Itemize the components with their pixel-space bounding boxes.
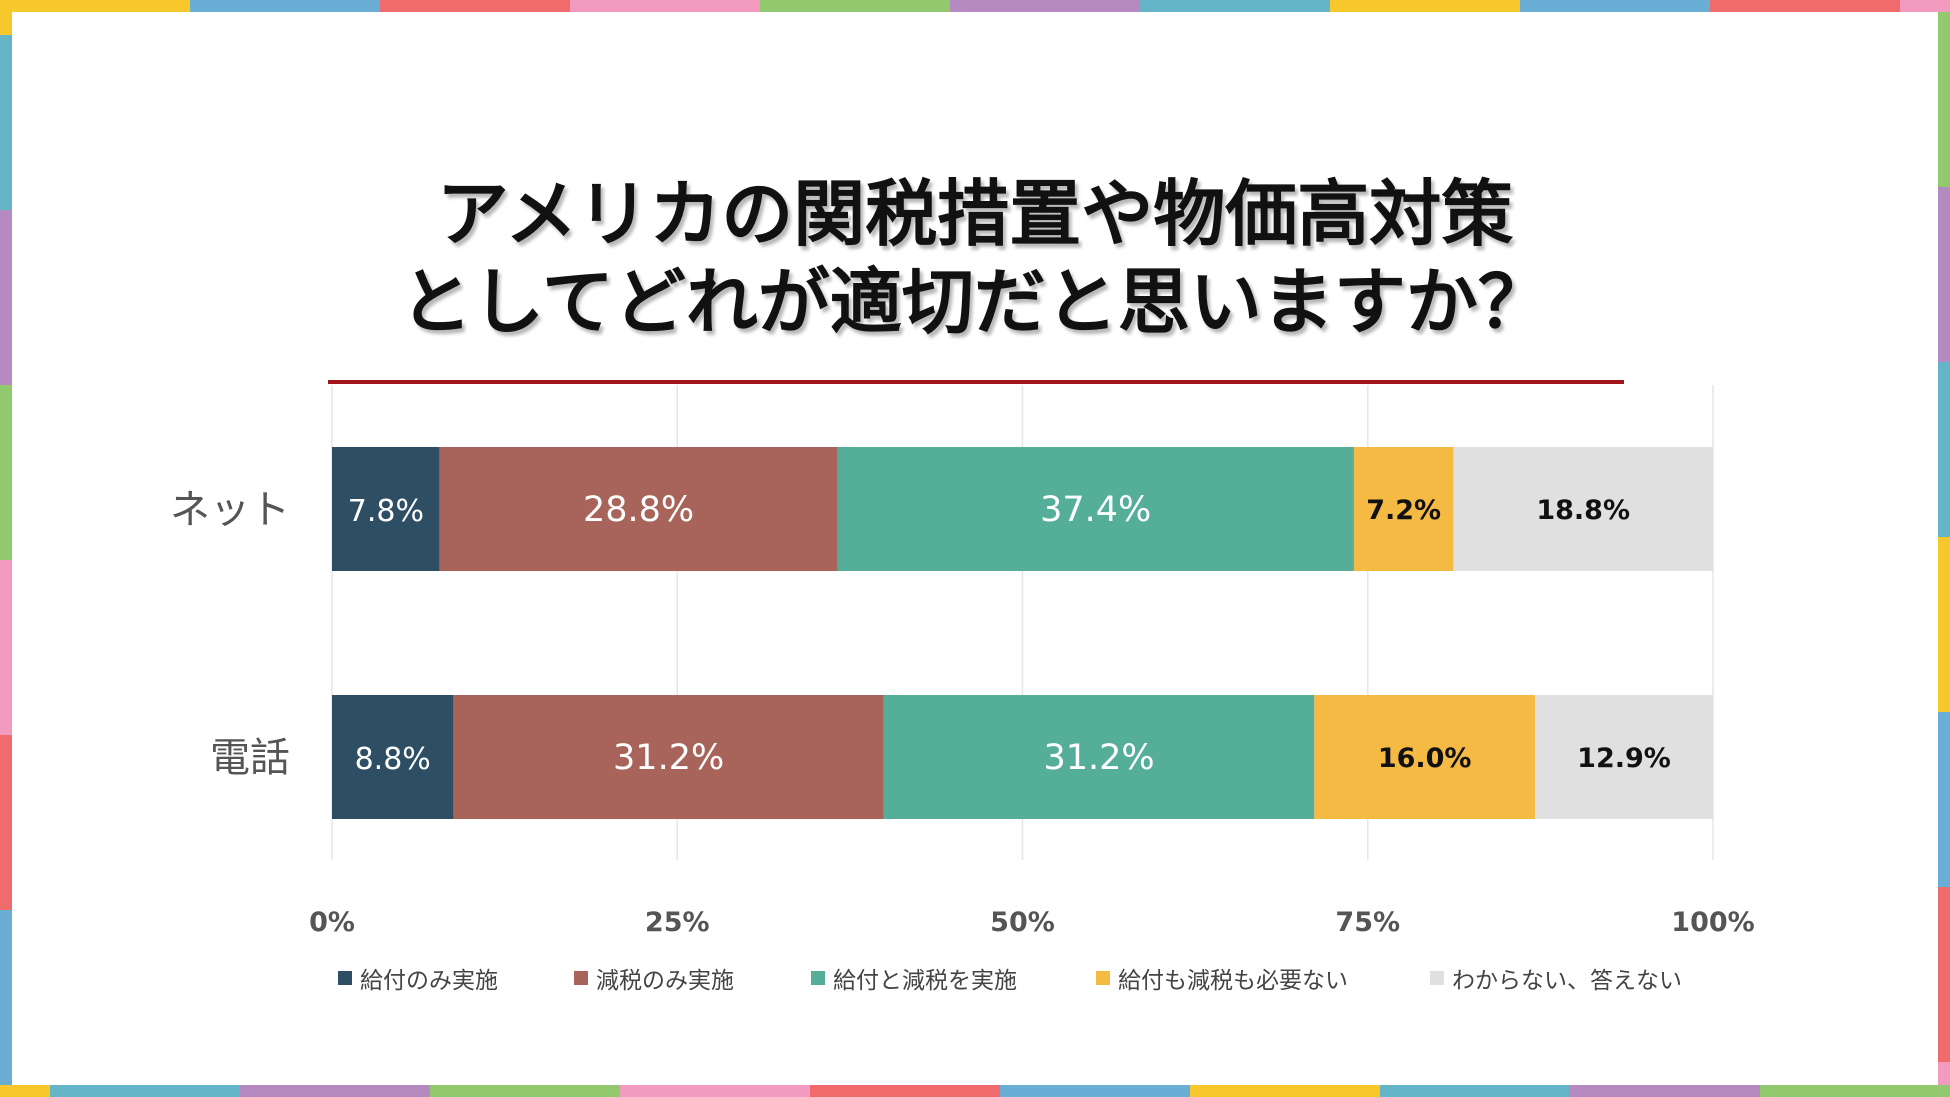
- bar-segment: [453, 695, 884, 819]
- border-segment: [0, 735, 12, 910]
- border-segment: [380, 0, 570, 12]
- border-segment: [1938, 187, 1950, 362]
- data-label: 7.8%: [348, 494, 424, 529]
- border-segment: [950, 0, 1140, 12]
- data-label: 28.8%: [583, 490, 694, 530]
- legend-label: 給付のみ実施: [360, 968, 498, 994]
- chart-title: アメリカの関税措置や物価高対策 としてどれが適切だと思いますか？: [0, 170, 1950, 346]
- data-label: 31.2%: [613, 738, 724, 778]
- category-label: 電話: [210, 735, 290, 781]
- border-segment: [1938, 362, 1950, 537]
- chart-title-line-1: アメリカの関税措置や物価高対策: [436, 172, 1514, 256]
- data-label: 8.8%: [355, 742, 431, 777]
- legend-label: わからない、答えない: [1452, 968, 1682, 994]
- legend-label: 給付と減税を実施: [833, 968, 1017, 994]
- border-segment: [0, 385, 12, 560]
- legend-item: 給付と減税を実施: [811, 958, 1017, 998]
- border-segment: [1330, 0, 1520, 12]
- border-segment: [1380, 1085, 1570, 1097]
- legend-item: 減税のみ実施: [574, 958, 734, 998]
- legend-swatch: [338, 971, 352, 985]
- title-underline: [328, 380, 1624, 384]
- border-segment: [1520, 0, 1710, 12]
- bar-segment: [1453, 447, 1713, 571]
- border-segment: [50, 1085, 240, 1097]
- border-segment: [1190, 1085, 1380, 1097]
- border-segment: [1938, 887, 1950, 1062]
- legend-item: わからない、答えない: [1430, 958, 1682, 998]
- bar-segment: [439, 447, 838, 571]
- x-tick-label: 75%: [1335, 907, 1400, 938]
- border-segment: [1570, 1085, 1760, 1097]
- border-segment: [1938, 537, 1950, 712]
- legend-swatch: [1430, 971, 1444, 985]
- legend-label: 減税のみ実施: [596, 968, 734, 994]
- x-tick-label: 50%: [990, 907, 1055, 938]
- border-segment: [0, 910, 12, 1085]
- border-segment: [190, 0, 380, 12]
- bar-segment: [883, 695, 1315, 819]
- border-segment: [1938, 712, 1950, 887]
- data-label: 12.9%: [1577, 743, 1671, 774]
- x-tick-label: 25%: [645, 907, 710, 938]
- data-label: 31.2%: [1043, 738, 1154, 778]
- border-segment: [570, 0, 760, 12]
- bar-segment: [1535, 695, 1713, 819]
- border-segment: [1140, 0, 1330, 12]
- legend-label: 給付も減税も必要ない: [1118, 968, 1348, 994]
- data-label: 37.4%: [1040, 490, 1151, 530]
- category-label: ネット: [170, 487, 290, 533]
- legend-swatch: [574, 971, 588, 985]
- border-segment: [1938, 12, 1950, 187]
- legend-swatch: [811, 971, 825, 985]
- legend-item: 給付も減税も必要ない: [1096, 958, 1348, 998]
- border-segment: [810, 1085, 1000, 1097]
- border-segment: [1938, 1062, 1950, 1085]
- border-segment: [430, 1085, 620, 1097]
- border-segment: [240, 1085, 430, 1097]
- bar-segment: [837, 447, 1354, 571]
- border-segment: [0, 210, 12, 385]
- border-segment: [620, 1085, 810, 1097]
- chart-legend: 給付のみ実施 減税のみ実施 給付と減税を実施 給付も減税も必要ない わからない、答えない: [0, 958, 1950, 998]
- bar-segment: [1314, 695, 1536, 819]
- legend-swatch: [1096, 971, 1110, 985]
- bar-segment: [332, 695, 454, 819]
- bar-segment: [1353, 447, 1454, 571]
- border-segment: [0, 0, 190, 12]
- x-tick-label: 0%: [309, 907, 355, 938]
- border-segment: [1760, 1085, 1950, 1097]
- bar-segment: [332, 447, 440, 571]
- border-segment: [1710, 0, 1900, 12]
- border-segment: [0, 560, 12, 735]
- border-segment: [0, 1085, 50, 1097]
- data-label: 7.2%: [1366, 495, 1441, 526]
- border-segment: [0, 12, 12, 35]
- border-segment: [1000, 1085, 1190, 1097]
- border-segment: [0, 35, 12, 210]
- data-label: 16.0%: [1378, 743, 1472, 774]
- border-segment: [760, 0, 950, 12]
- chart-title-line-2: としてどれが適切だと思いますか？: [400, 260, 1550, 344]
- border-segment: [1900, 0, 1950, 12]
- x-tick-label: 100%: [1671, 907, 1754, 938]
- legend-item: 給付のみ実施: [338, 958, 498, 998]
- data-label: 18.8%: [1536, 495, 1630, 526]
